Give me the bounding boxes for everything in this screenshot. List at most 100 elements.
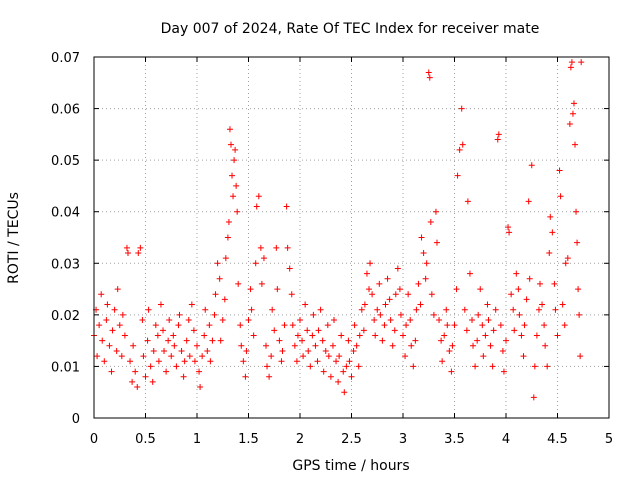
data-point xyxy=(567,64,574,71)
y-tick-label: 0.01 xyxy=(51,360,80,375)
data-point xyxy=(312,342,319,349)
data-point xyxy=(489,363,496,370)
data-point xyxy=(230,193,237,200)
data-point xyxy=(229,172,236,179)
data-point xyxy=(438,337,445,344)
data-point xyxy=(439,358,446,365)
data-point xyxy=(279,347,286,354)
data-point xyxy=(94,353,101,360)
data-point xyxy=(549,229,556,236)
data-point xyxy=(355,363,362,370)
data-point xyxy=(222,255,229,262)
data-point xyxy=(294,332,301,339)
data-point xyxy=(149,378,156,385)
data-point xyxy=(137,244,144,251)
data-point xyxy=(291,342,298,349)
data-point xyxy=(101,358,108,365)
data-point xyxy=(225,219,232,226)
data-point xyxy=(379,337,386,344)
x-axis-ticks: 0 0.5 1 1.5 2 2.5 3 3.5 4 4.5 5 xyxy=(90,57,613,447)
data-point xyxy=(569,110,576,117)
data-point xyxy=(500,368,507,375)
data-point xyxy=(247,286,254,293)
data-point xyxy=(188,301,195,308)
data-point xyxy=(276,337,283,344)
data-point xyxy=(186,353,193,360)
data-point xyxy=(109,327,116,334)
data-point xyxy=(578,59,585,66)
data-point xyxy=(374,306,381,313)
data-point xyxy=(127,358,134,365)
data-point xyxy=(119,311,126,318)
data-point xyxy=(338,332,345,339)
data-point xyxy=(168,353,175,360)
data-point xyxy=(284,244,291,251)
data-point xyxy=(209,337,216,344)
data-point xyxy=(363,270,370,277)
data-point xyxy=(544,363,551,370)
data-point xyxy=(165,337,172,344)
data-point xyxy=(175,322,182,329)
data-point xyxy=(403,322,410,329)
y-tick-label: 0.05 xyxy=(51,154,80,169)
data-point xyxy=(194,342,200,349)
data-point xyxy=(427,219,434,226)
data-point xyxy=(108,368,115,375)
data-point xyxy=(480,353,487,360)
data-point xyxy=(315,327,322,334)
data-point xyxy=(367,260,374,267)
data-point xyxy=(310,311,317,318)
data-point xyxy=(330,317,337,324)
data-point xyxy=(353,342,360,349)
data-point xyxy=(197,384,204,391)
data-point xyxy=(528,162,535,169)
data-point xyxy=(382,301,389,308)
data-point xyxy=(255,193,262,200)
data-point xyxy=(387,317,394,324)
y-tick-label: 0.02 xyxy=(51,309,80,324)
data-point xyxy=(433,239,440,246)
data-point xyxy=(123,244,130,251)
data-point xyxy=(542,342,549,349)
data-point xyxy=(576,311,583,318)
data-point xyxy=(386,296,393,303)
data-point xyxy=(258,280,265,287)
data-point xyxy=(199,353,206,360)
x-tick-label: 3.5 xyxy=(444,432,465,447)
data-point xyxy=(358,306,365,313)
data-point xyxy=(426,74,433,81)
data-point xyxy=(235,280,242,287)
data-point xyxy=(150,347,157,354)
x-tick-label: 1 xyxy=(193,432,201,447)
data-point xyxy=(111,306,118,313)
data-point xyxy=(333,358,340,365)
data-point xyxy=(145,306,152,313)
data-point xyxy=(564,255,571,262)
data-point xyxy=(428,291,435,298)
data-point xyxy=(487,342,494,349)
data-point xyxy=(322,347,329,354)
data-point xyxy=(361,301,368,308)
data-point xyxy=(237,322,244,329)
x-tick-label: 4.5 xyxy=(547,432,568,447)
data-point xyxy=(492,306,499,313)
data-point xyxy=(171,342,178,349)
data-point xyxy=(289,322,296,329)
data-point xyxy=(562,260,569,267)
data-point xyxy=(240,358,247,365)
data-point xyxy=(341,389,348,396)
data-point xyxy=(327,373,334,380)
data-point xyxy=(422,275,429,282)
data-point xyxy=(234,208,241,215)
data-point xyxy=(513,270,520,277)
data-point xyxy=(523,296,530,303)
data-point xyxy=(221,296,228,303)
data-point xyxy=(99,337,106,344)
data-point xyxy=(505,224,512,231)
data-point xyxy=(458,105,465,112)
data-point xyxy=(520,353,527,360)
data-point xyxy=(381,322,388,329)
x-tick-label: 0 xyxy=(90,432,98,447)
data-point xyxy=(384,275,391,282)
y-tick-label: 0 xyxy=(72,412,80,427)
